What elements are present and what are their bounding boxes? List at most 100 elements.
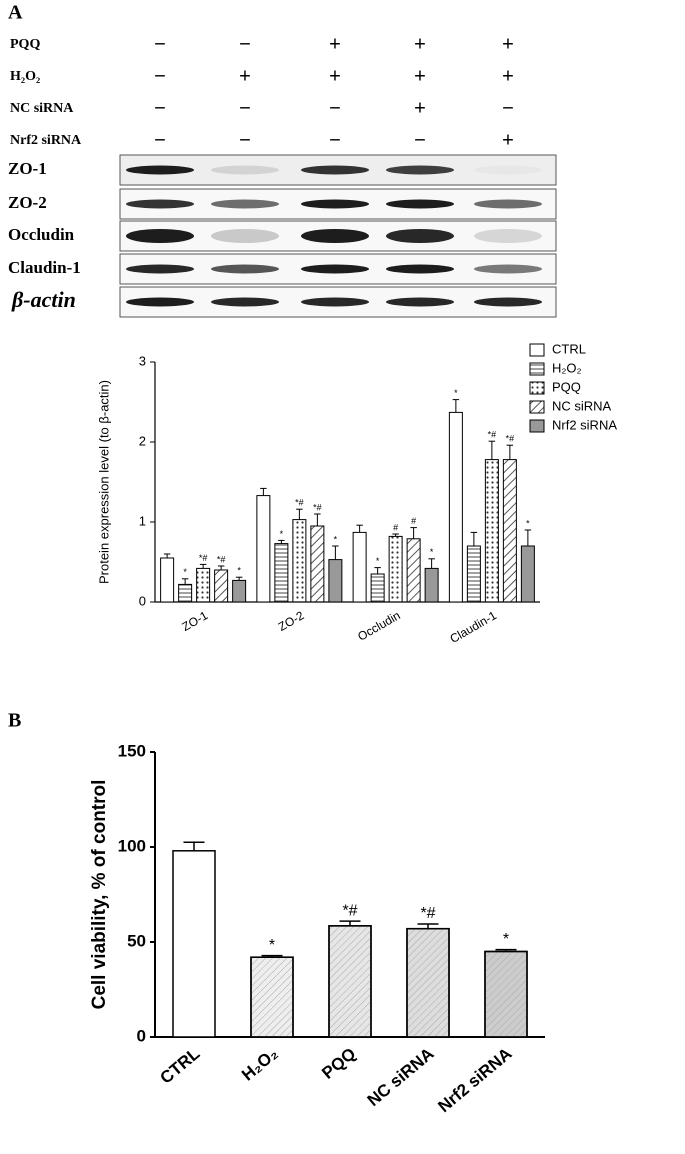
blot-band <box>211 199 279 209</box>
bar <box>502 459 517 603</box>
blot-band <box>211 229 279 243</box>
blot-band <box>386 264 454 274</box>
y-tick-label: 100 <box>118 836 146 855</box>
treatment-sign: + <box>414 33 426 55</box>
x-tick-label: Occludin <box>355 608 402 643</box>
treatment-sign: + <box>414 65 426 87</box>
blot-band <box>386 165 454 175</box>
band-label: ZO-2 <box>8 193 47 212</box>
blot-band <box>474 199 542 209</box>
bar <box>178 583 193 603</box>
bar <box>448 411 463 603</box>
x-tick-label: ZO-2 <box>276 608 307 634</box>
x-tick-label: Claudin-1 <box>447 608 499 646</box>
blot-band <box>211 297 279 307</box>
blot-band <box>126 199 194 209</box>
significance-label: * <box>454 388 458 398</box>
blot-band <box>301 264 369 274</box>
significance-label: *# <box>506 434 515 444</box>
bar-hatch <box>250 956 294 1038</box>
significance-label: * <box>503 931 509 948</box>
legend-label: H₂O₂ <box>552 360 582 375</box>
x-tick-label: ZO-1 <box>180 608 211 634</box>
bar <box>256 495 271 603</box>
blot-band <box>386 199 454 209</box>
legend-swatch <box>529 419 545 433</box>
bar <box>160 557 175 603</box>
legend-swatch <box>529 381 545 395</box>
blot-band <box>126 165 194 175</box>
significance-label: * <box>269 937 275 954</box>
treatment-label: H₂O₂ <box>10 69 40 84</box>
treatment-label: NC siRNA <box>10 101 74 116</box>
bar <box>352 531 367 603</box>
bar <box>310 525 325 603</box>
treatment-sign: − <box>239 97 251 119</box>
bar-hatch <box>406 927 450 1038</box>
bar <box>274 543 289 603</box>
band-label: β-actin <box>11 287 76 312</box>
treatment-label: Nrf2 siRNA <box>10 133 82 148</box>
x-tick-label: CTRL <box>157 1044 204 1088</box>
y-axis-label: Cell viability, % of control <box>89 780 110 1010</box>
treatment-sign: + <box>502 65 514 87</box>
significance-label: * <box>280 529 284 539</box>
y-tick-label: 50 <box>127 931 146 950</box>
panel-label: A <box>8 2 23 24</box>
treatment-sign: − <box>502 97 514 119</box>
bar <box>406 538 421 603</box>
significance-label: # <box>393 522 398 532</box>
blot-band <box>386 229 454 243</box>
treatment-label: PQQ <box>10 37 40 52</box>
bar <box>424 567 439 603</box>
significance-label: * <box>237 566 241 576</box>
treatment-sign: − <box>239 33 251 55</box>
treatment-sign: − <box>154 97 166 119</box>
treatment-sign: − <box>414 129 426 151</box>
legend-label: NC siRNA <box>552 398 612 413</box>
bar <box>172 850 216 1038</box>
treatment-sign: + <box>329 33 341 55</box>
significance-label: *# <box>295 498 304 508</box>
x-tick-label: Nrf2 siRNA <box>434 1044 515 1116</box>
significance-label: *# <box>488 430 497 440</box>
bar <box>196 567 211 603</box>
blot-band <box>301 297 369 307</box>
significance-label: * <box>526 518 530 528</box>
blot-band <box>211 165 279 175</box>
band-label: ZO-1 <box>8 159 47 178</box>
bar <box>520 545 535 603</box>
panel-label: B <box>8 710 21 732</box>
bar <box>388 535 403 603</box>
significance-label: * <box>376 556 380 566</box>
treatment-sign: + <box>502 129 514 151</box>
y-tick-label: 0 <box>137 1026 146 1045</box>
legend-label: Nrf2 siRNA <box>552 417 617 432</box>
blot-band <box>474 229 542 243</box>
y-tick-label: 1 <box>139 513 146 528</box>
bar <box>370 573 385 603</box>
blot-band <box>301 199 369 209</box>
legend-swatch <box>529 400 545 414</box>
treatment-sign: − <box>154 129 166 151</box>
y-tick-label: 0 <box>139 593 146 608</box>
blot-band <box>474 166 542 175</box>
band-label: Claudin-1 <box>8 258 81 277</box>
significance-label: *# <box>420 905 435 922</box>
blot-band <box>301 165 369 175</box>
x-tick-label: NC siRNA <box>364 1044 438 1110</box>
x-tick-label: H₂O₂ <box>238 1044 281 1085</box>
y-axis-label: Protein expression level (to β-actin) <box>96 380 111 584</box>
blot-band <box>386 297 454 307</box>
y-tick-label: 3 <box>139 353 146 368</box>
blot-band <box>301 229 369 243</box>
bar <box>466 545 481 603</box>
significance-label: *# <box>342 902 357 919</box>
legend-swatch <box>529 343 545 357</box>
treatment-sign: − <box>239 129 251 151</box>
blot-band <box>474 297 542 307</box>
treatment-sign: − <box>154 65 166 87</box>
significance-label: * <box>430 547 434 557</box>
blot-band <box>126 229 194 243</box>
treatment-sign: + <box>414 97 426 119</box>
